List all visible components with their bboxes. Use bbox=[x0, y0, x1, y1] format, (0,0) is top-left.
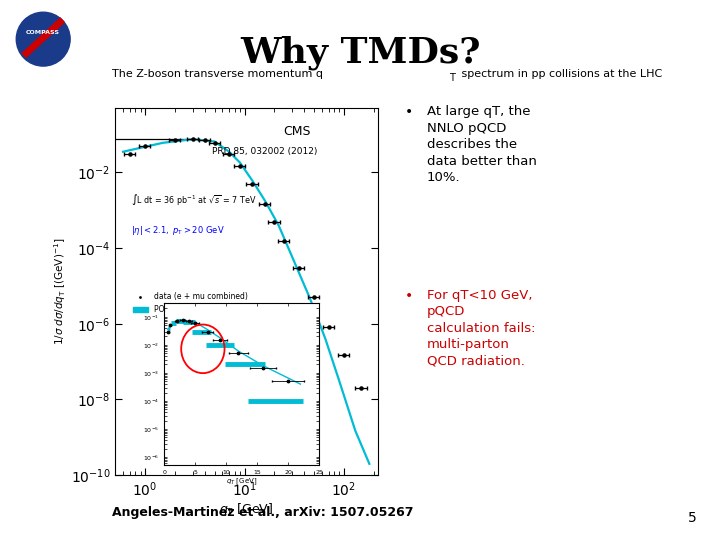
Text: Angeles-Martinez et al., arXiv: 1507.05267: Angeles-Martinez et al., arXiv: 1507.052… bbox=[112, 507, 413, 519]
Text: $\int$L dt = 36 pb$^{-1}$ at $\sqrt{s}$ = 7 TeV: $\int$L dt = 36 pb$^{-1}$ at $\sqrt{s}$ … bbox=[131, 192, 256, 207]
Circle shape bbox=[17, 12, 70, 66]
Text: 5: 5 bbox=[688, 511, 697, 525]
Text: CMS: CMS bbox=[284, 125, 311, 138]
X-axis label: $q_T$ [GeV]: $q_T$ [GeV] bbox=[226, 477, 257, 487]
Text: Why TMDs?: Why TMDs? bbox=[240, 35, 480, 70]
Text: •: • bbox=[405, 289, 413, 303]
Y-axis label: $1/\sigma\;d\sigma/dq_\mathrm{T}\ [(\mathrm{GeV})^{-1}]$: $1/\sigma\;d\sigma/dq_\mathrm{T}\ [(\mat… bbox=[52, 238, 68, 345]
Text: $|\eta|<2.1,\ p_\mathrm{T}>20\ \mathrm{GeV}$: $|\eta|<2.1,\ p_\mathrm{T}>20\ \mathrm{G… bbox=[131, 224, 225, 237]
Text: COMPASS: COMPASS bbox=[26, 30, 60, 35]
Text: The Z-boson transverse momentum q: The Z-boson transverse momentum q bbox=[112, 69, 323, 79]
Text: For qT<10 GeV,
pQCD
calculation fails:
multi-parton
QCD radiation.: For qT<10 GeV, pQCD calculation fails: m… bbox=[427, 289, 536, 368]
X-axis label: $q_\mathrm{T}$ [GeV]: $q_\mathrm{T}$ [GeV] bbox=[220, 502, 274, 518]
Text: •: • bbox=[405, 105, 413, 119]
Text: spectrum in pp collisions at the LHC: spectrum in pp collisions at the LHC bbox=[458, 69, 662, 79]
Text: At large qT, the
NNLO pQCD
describes the
data better than
10%.: At large qT, the NNLO pQCD describes the… bbox=[427, 105, 537, 184]
Text: PRD 85, 032002 (2012): PRD 85, 032002 (2012) bbox=[212, 146, 318, 156]
Legend: data (e + mu combined), POWHEG + CT10: data (e + mu combined), POWHEG + CT10 bbox=[130, 289, 251, 317]
Text: T: T bbox=[449, 72, 455, 83]
